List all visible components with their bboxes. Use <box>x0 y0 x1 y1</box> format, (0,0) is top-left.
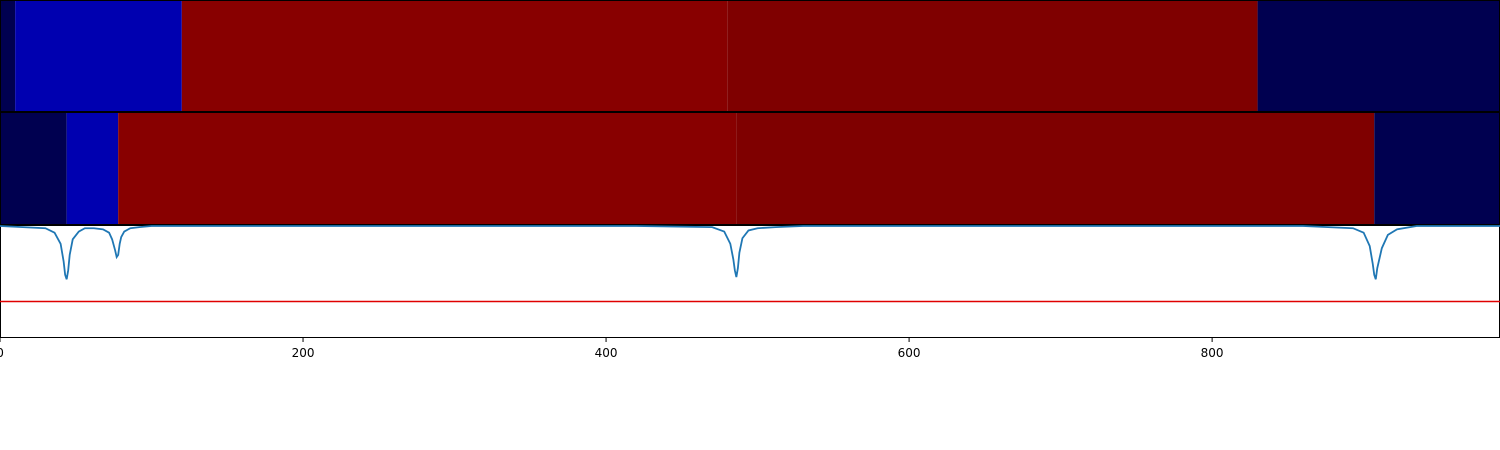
x-axis: 0 200 400 600 800 <box>0 337 1224 360</box>
heatmap-row-2-segment-1 <box>0 113 67 225</box>
heatmap-row-1-segment-4 <box>727 1 1258 111</box>
heatmap-row-1-segment-1 <box>0 1 16 111</box>
heatmap-row-1-segment-2 <box>15 1 182 111</box>
heatmap-row-1 <box>0 1 1500 111</box>
x-tick-label-0: 0 <box>0 346 4 360</box>
x-tick-label-600: 600 <box>898 346 921 360</box>
heatmap-row-2 <box>0 113 1500 225</box>
x-tick-label-200: 200 <box>292 346 315 360</box>
heatmap-row-2-segment-4 <box>736 113 1375 225</box>
series-line <box>0 225 1500 280</box>
heatmap-row-2-segment-2 <box>66 113 119 225</box>
heatmap-row-1-segment-3 <box>181 1 728 111</box>
line-panel <box>0 225 1500 338</box>
x-tick-label-400: 400 <box>595 346 618 360</box>
heatmap-row-2-segment-3 <box>118 113 737 225</box>
x-tick-label-800: 800 <box>1201 346 1224 360</box>
heatmap-row-1-segment-5 <box>1257 1 1500 111</box>
line-panel-frame <box>0 225 1500 338</box>
heatmap-row-2-segment-5 <box>1374 113 1500 225</box>
